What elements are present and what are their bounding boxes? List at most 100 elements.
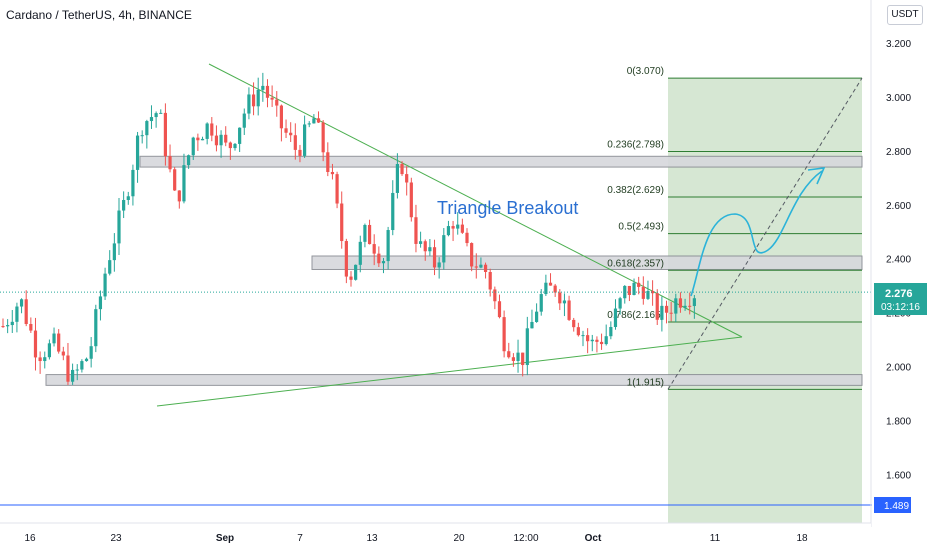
candle-body (29, 323, 33, 331)
candle (548, 273, 553, 286)
candle-body (335, 174, 339, 204)
candle-body (191, 137, 195, 156)
candle-body (539, 294, 543, 312)
candle (298, 144, 302, 163)
candle-body (502, 317, 506, 352)
candle (289, 122, 293, 143)
candle-body (497, 301, 502, 318)
candle-body (1, 326, 5, 328)
low-tag-value: 1.489 (884, 501, 909, 512)
candle-body (330, 171, 335, 175)
candle-body (275, 99, 279, 106)
candle-body (655, 293, 659, 320)
candle-body (52, 333, 56, 344)
candle (530, 309, 534, 329)
candle-body (94, 309, 98, 347)
candle (358, 235, 362, 273)
candle-body (599, 341, 604, 345)
candle (474, 253, 478, 279)
candle (651, 280, 655, 306)
candle-body (367, 224, 372, 245)
candle (326, 142, 330, 177)
candle (363, 223, 367, 248)
candle (163, 103, 167, 166)
candle-body (516, 352, 520, 361)
candle-body (284, 128, 288, 133)
candle-body (307, 123, 311, 125)
support-resistance-zone (139, 155, 863, 168)
x-tick-label: 12:00 (513, 533, 538, 544)
candle (595, 336, 599, 353)
candle (655, 289, 659, 325)
candle (572, 317, 576, 332)
fib-level-label: 0(3.070) (627, 66, 664, 77)
candle-body (149, 117, 154, 122)
candle (586, 328, 590, 354)
candle (442, 228, 446, 270)
candle-body (576, 327, 580, 336)
quote-currency-button[interactable]: USDT (887, 5, 923, 25)
candle (103, 267, 107, 300)
candle-body (456, 224, 460, 229)
candle (623, 285, 627, 304)
candle (627, 285, 631, 302)
candle-body (196, 137, 200, 141)
candle (293, 123, 297, 160)
candle-body (112, 243, 116, 261)
candle (303, 115, 307, 158)
candle-body (664, 305, 669, 313)
candle (409, 177, 413, 222)
candle-body (641, 286, 645, 299)
candle (275, 91, 279, 117)
candle (214, 125, 219, 152)
candle (75, 364, 79, 381)
candle (233, 143, 237, 151)
candle-body (465, 232, 469, 244)
candle (154, 111, 158, 128)
chart-title: Cardano / TetherUS, 4h, BINANCE (6, 8, 192, 22)
candle (637, 276, 641, 295)
candle-body (618, 298, 622, 309)
y-tick-label: 2.400 (886, 255, 911, 266)
candle (451, 220, 455, 242)
candle (590, 334, 594, 352)
candle-body (6, 325, 10, 327)
candle-body (553, 285, 557, 293)
candle-body (451, 226, 455, 229)
candle (307, 121, 311, 128)
candle (674, 293, 678, 323)
candle (71, 363, 75, 385)
candle-body (381, 261, 386, 264)
candle-body (163, 112, 167, 157)
candle (553, 283, 557, 297)
candle-body (316, 118, 321, 123)
candle (470, 242, 474, 272)
candle-body (692, 298, 696, 307)
candle-body (293, 135, 297, 150)
candle-body (265, 85, 270, 98)
low-tag-bg (874, 497, 911, 513)
candle-body (460, 224, 464, 233)
candle-body (140, 135, 144, 137)
candle (377, 246, 381, 268)
support-resistance-zone (311, 255, 863, 270)
candle (279, 104, 283, 142)
candle (483, 262, 488, 279)
candle-body (669, 312, 673, 314)
candle-body (154, 113, 158, 118)
candle-body (548, 282, 553, 286)
candle-body (205, 123, 209, 139)
candles (1, 72, 696, 385)
candle-body (423, 241, 427, 252)
candle-body (159, 112, 163, 114)
candle-body (419, 241, 423, 244)
candle-body (678, 298, 683, 308)
candle (265, 79, 270, 108)
candle-body (168, 156, 172, 170)
candle (335, 171, 339, 209)
candle-body (613, 308, 618, 328)
candle (460, 218, 464, 234)
candle-body (428, 247, 432, 252)
